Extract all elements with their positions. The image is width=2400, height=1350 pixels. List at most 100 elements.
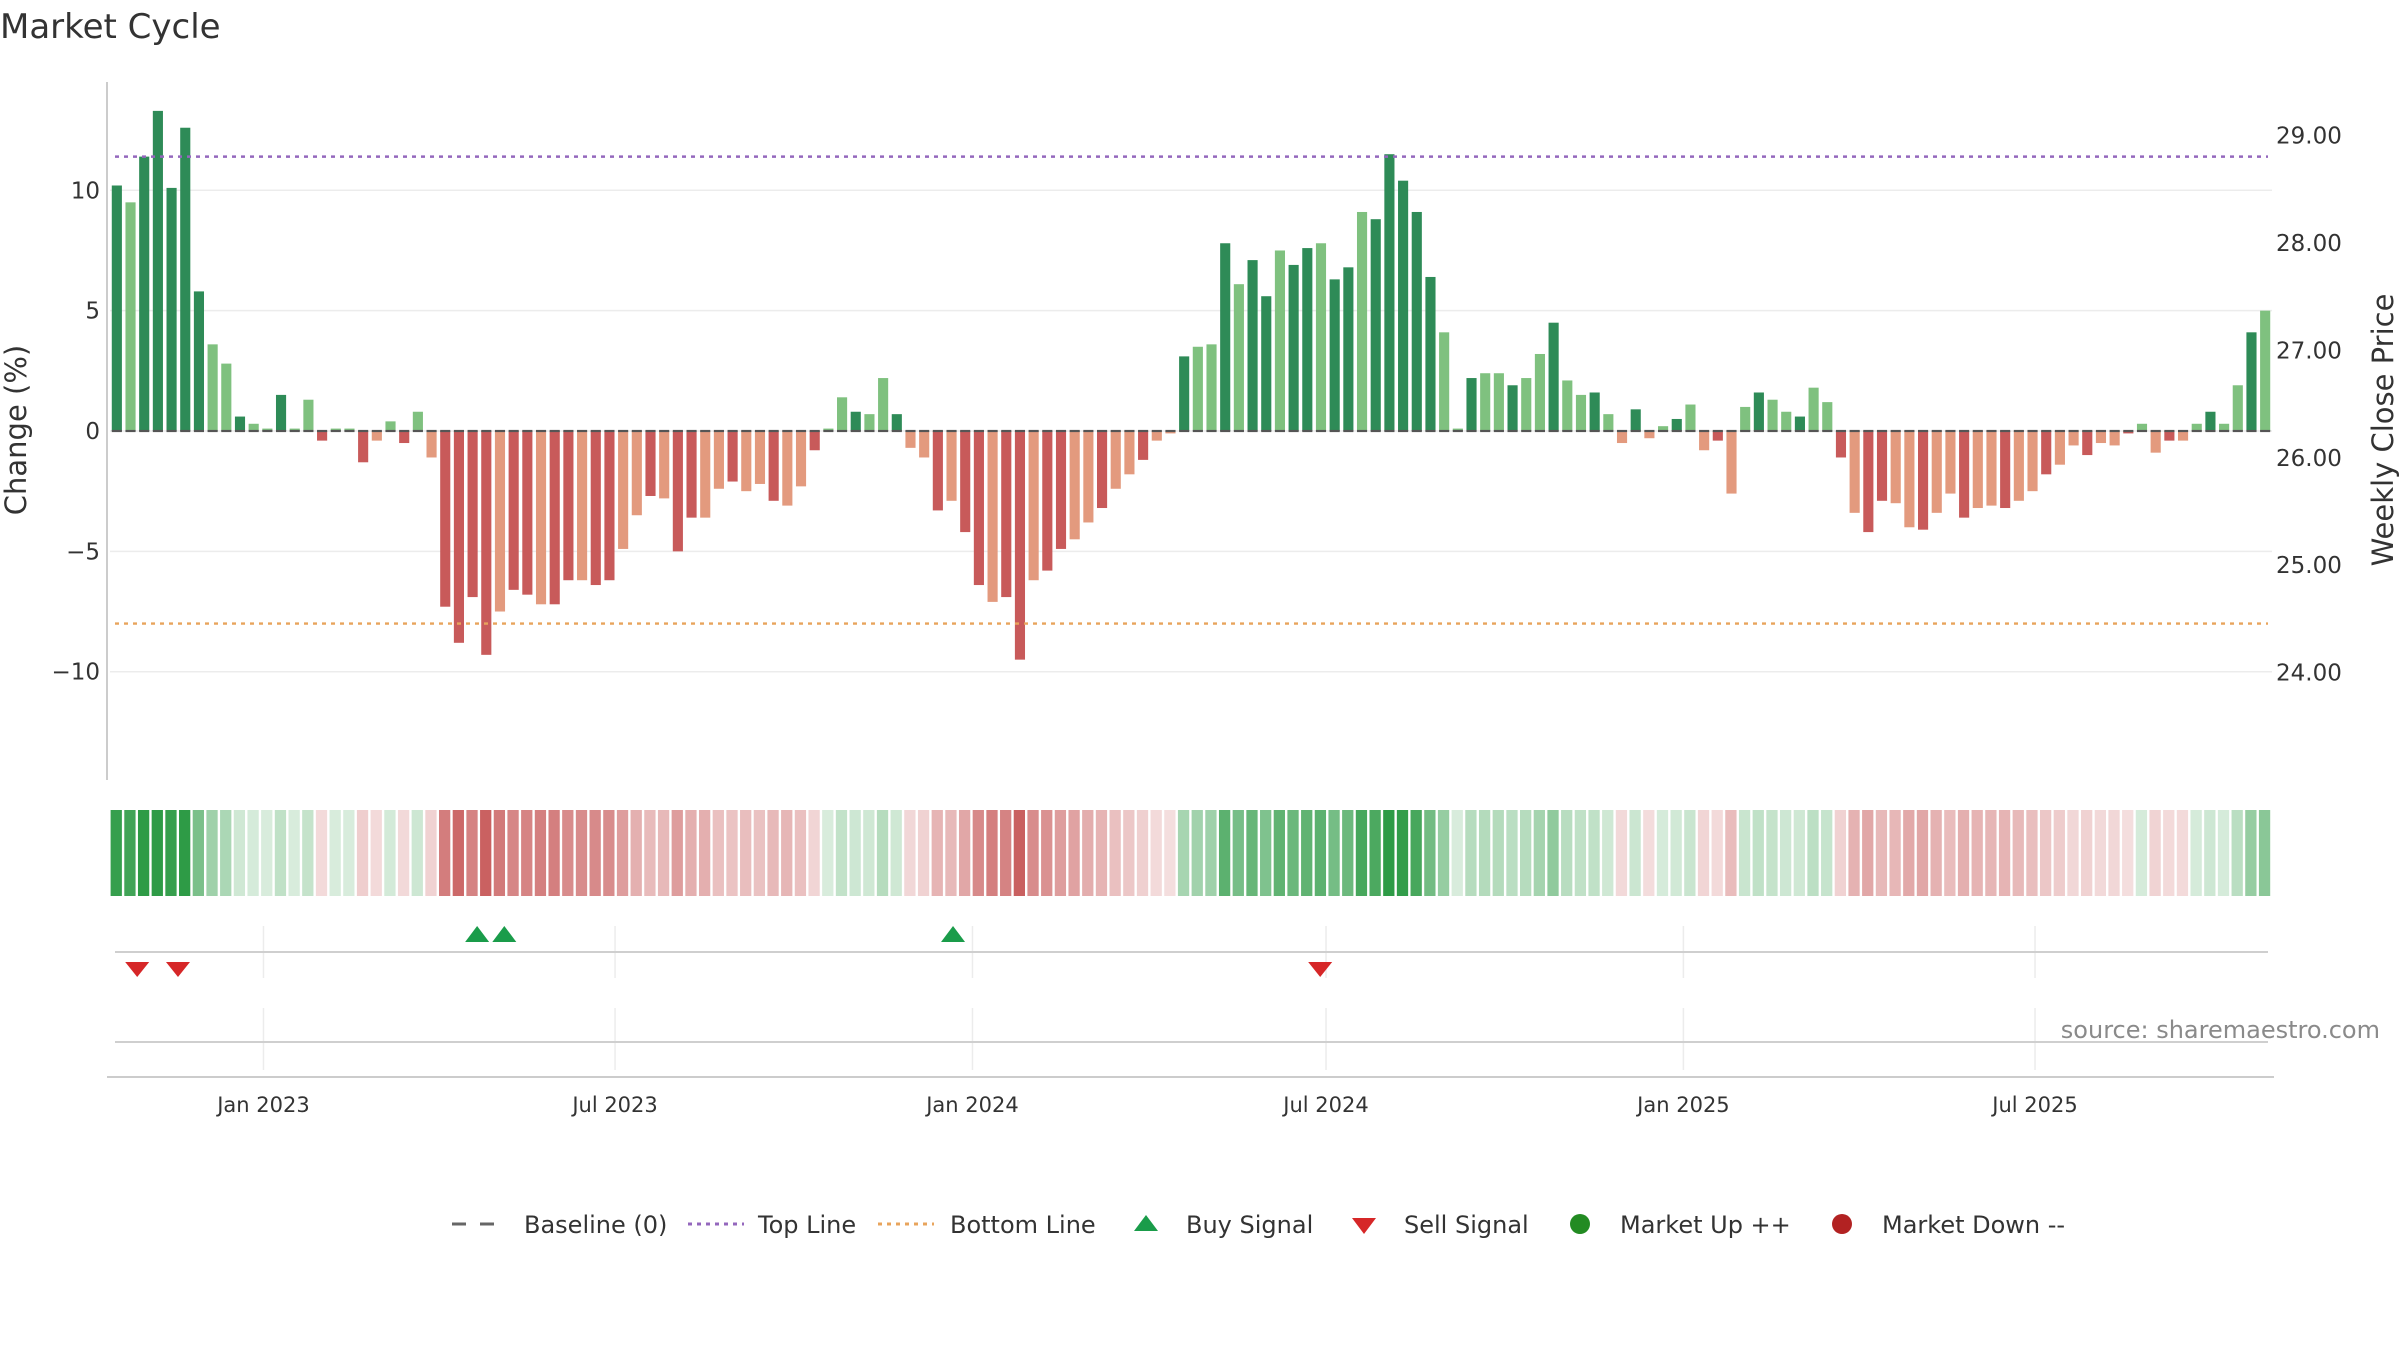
y2-tick-label: 27.00 (2276, 338, 2342, 364)
change-bar (919, 431, 930, 458)
heat-cell (1998, 810, 2011, 896)
heat-cell (179, 810, 191, 896)
buy-signal-triangle-icon (1134, 1215, 1158, 1231)
change-bar (111, 185, 122, 431)
heat-cell (562, 810, 574, 896)
heat-cell (1424, 810, 1436, 896)
heat-cell (1287, 810, 1299, 896)
heat-cell (1930, 810, 1942, 896)
change-bar (2027, 431, 2038, 492)
change-bar (1876, 431, 1888, 501)
heat-cell (890, 810, 902, 896)
change-bar (1096, 431, 1108, 509)
heat-cell (1451, 810, 1463, 896)
change-bar (193, 291, 205, 431)
heat-cell (1082, 810, 1094, 896)
heat-cell (781, 810, 793, 896)
change-bar (2136, 423, 2148, 431)
change-bar (1972, 431, 1983, 509)
heat-cell (2190, 810, 2202, 896)
heat-cell (876, 810, 889, 896)
change-bar (1589, 392, 1600, 431)
change-bar (317, 431, 328, 441)
change-bar (1315, 243, 1327, 431)
heat-cell (644, 810, 656, 896)
y-tick-label: 10 (71, 178, 100, 204)
market-state-strip (110, 810, 2271, 896)
change-bar (1042, 431, 1053, 571)
heat-cell (1875, 810, 1888, 896)
heat-cell (288, 810, 300, 896)
heat-cell (849, 810, 861, 896)
heat-cell (302, 810, 314, 896)
buy-signal-marker (941, 926, 966, 942)
heat-cell (1588, 810, 1600, 896)
heat-cell (1000, 810, 1012, 896)
change-bar (1644, 431, 1655, 439)
heat-cell (534, 810, 547, 896)
y2-tick-label: 28.00 (2276, 231, 2342, 257)
change-bar (1411, 211, 1422, 431)
heat-cell (1191, 810, 1203, 896)
change-bar (508, 431, 519, 590)
change-bar (1110, 431, 1121, 489)
change-bar (631, 431, 642, 516)
change-bar (248, 423, 259, 431)
change-bar (1192, 346, 1203, 431)
change-bar (1603, 414, 1614, 431)
heat-cell (1561, 810, 1573, 896)
x-tick-label: Jul 2023 (570, 1093, 657, 1117)
sell-signal-marker (125, 962, 150, 977)
heat-cell (2108, 810, 2120, 896)
change-bar (2232, 385, 2243, 431)
heat-cell (1547, 810, 1559, 896)
heat-cell (1670, 810, 1682, 896)
heat-cell (466, 810, 478, 896)
change-bar (303, 399, 314, 431)
heat-cell (1410, 810, 1422, 896)
heat-cell (575, 810, 588, 896)
change-bar (1261, 296, 1272, 431)
heat-cell (630, 810, 642, 896)
change-bar (152, 110, 163, 432)
change-bars (111, 110, 2271, 660)
change-bar (837, 397, 848, 431)
heat-cell (945, 810, 957, 896)
heat-cell (1136, 810, 1149, 896)
heat-cell (1164, 810, 1176, 896)
change-bar (1165, 431, 1176, 434)
heat-cell (616, 810, 629, 896)
chart-title: Market Cycle (0, 7, 221, 47)
heat-cell (1301, 810, 1313, 896)
heat-cell (1273, 810, 1285, 896)
change-bar (1124, 431, 1135, 475)
change-bar (1151, 431, 1162, 441)
heat-cell (507, 810, 519, 896)
change-bar (494, 431, 506, 612)
heat-cell (685, 810, 697, 896)
heat-cell (822, 810, 834, 896)
heat-cell (1437, 810, 1450, 896)
heat-cell (2012, 810, 2024, 896)
change-bar (973, 431, 984, 586)
change-bar (1247, 260, 1258, 431)
heat-cell (2217, 810, 2230, 896)
y2-tick-label: 26.00 (2276, 446, 2342, 472)
main-plot: 10 5 0 −5 −10 29.00 28.00 27.00 26.00 25.00 24.00… (0, 82, 2400, 780)
change-bar (1699, 431, 1710, 451)
heat-cell (808, 810, 820, 896)
change-bar (1220, 243, 1231, 431)
y2-tick-label: 25.00 (2276, 553, 2342, 579)
change-bar (1521, 378, 1532, 431)
heat-cell (192, 810, 204, 896)
change-bar (522, 431, 533, 595)
change-bar (1507, 385, 1518, 431)
change-bar (878, 378, 889, 431)
heat-cell (548, 810, 560, 896)
signal-markers (125, 926, 1333, 977)
heat-cell (1369, 810, 1381, 896)
legend-buy-signal-label: Buy Signal (1186, 1211, 1313, 1239)
source-credit: source: sharemaestro.com (2061, 1016, 2380, 1044)
change-bar (1685, 404, 1696, 431)
